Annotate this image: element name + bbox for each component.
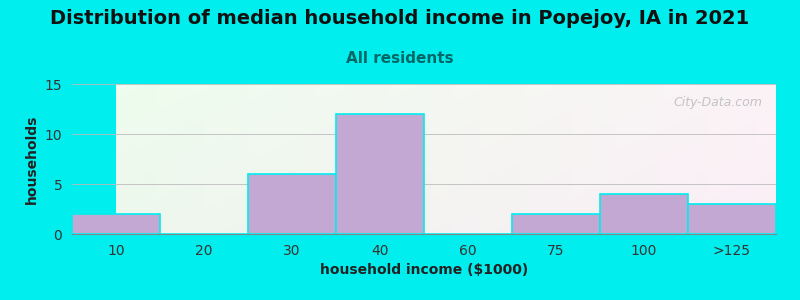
Text: All residents: All residents (346, 51, 454, 66)
Bar (600, 194, 688, 234)
Y-axis label: households: households (25, 114, 39, 204)
Bar (336, 114, 424, 234)
X-axis label: household income ($1000): household income ($1000) (320, 263, 528, 277)
Text: City-Data.com: City-Data.com (673, 96, 762, 109)
Bar (248, 174, 336, 234)
Bar (72, 214, 160, 234)
Bar (688, 204, 776, 234)
Bar (512, 214, 600, 234)
Text: Distribution of median household income in Popejoy, IA in 2021: Distribution of median household income … (50, 9, 750, 28)
